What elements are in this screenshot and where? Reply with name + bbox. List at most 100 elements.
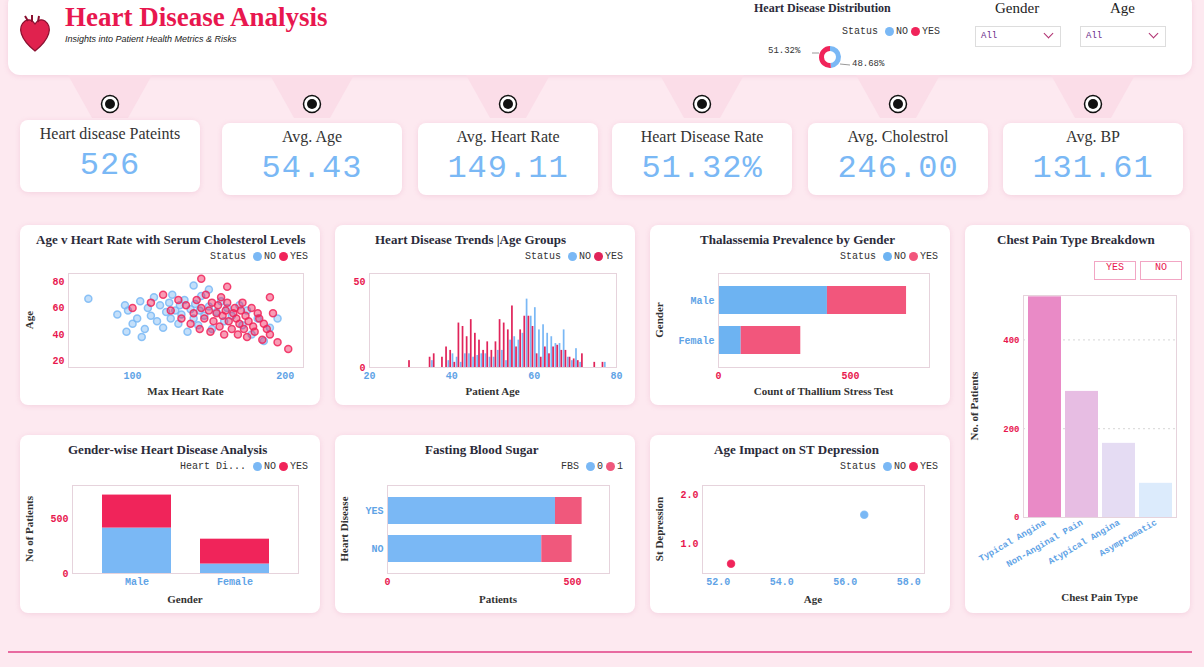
html-text:Chest Pain Type: Chest Pain Type [1061, 591, 1138, 603]
html-text:54.43: 54.43 [261, 150, 363, 187]
svg-text:400: 400 [1003, 336, 1019, 346]
svg-text:100: 100 [124, 371, 142, 382]
svg-text:200: 200 [276, 371, 294, 382]
svg-text:200: 200 [1003, 425, 1019, 435]
html-text:Status: Status [840, 251, 876, 262]
html-text:YES: YES [920, 461, 938, 472]
html-text:Status: Status [842, 26, 878, 37]
html-text:No. of Patients: No. of Patients [968, 371, 980, 441]
html-text:Avg. BP: Avg. BP [1066, 128, 1120, 145]
html-text:Status: Status [840, 461, 876, 472]
html-text:YES: YES [1106, 262, 1124, 273]
html-text:NO: NO [264, 461, 276, 472]
html-text:51.32%: 51.32% [641, 150, 763, 187]
html-text:NO: NO [894, 461, 906, 472]
html-text:NO: NO [264, 251, 276, 262]
html-text:Count of Thallium Stress Test: Count of Thallium Stress Test [753, 385, 894, 397]
svg-text:40: 40 [446, 371, 458, 382]
svg-text:0: 0 [384, 577, 390, 588]
html-text:51.32%: 51.32% [768, 46, 801, 56]
html-text:Age v Heart Rate with Serum Ch: Age v Heart Rate with Serum Cholesterol … [36, 232, 306, 247]
svg-text:NO: NO [371, 544, 383, 555]
svg-text:60: 60 [528, 371, 540, 382]
svg-text:56.0: 56.0 [833, 577, 857, 588]
html-text:526: 526 [79, 147, 141, 184]
svg-text:Atypical Angina: Atypical Angina [1046, 517, 1122, 568]
svg-text:1.0: 1.0 [680, 539, 698, 550]
html-text:Avg. Cholestrol: Avg. Cholestrol [847, 128, 949, 145]
html-text:Gender: Gender [167, 593, 203, 605]
html-text:YES: YES [922, 26, 940, 37]
html-text:Fasting Blood Sugar: Fasting Blood Sugar [425, 442, 539, 457]
svg-text:Female: Female [217, 577, 253, 588]
html-text:NO: NO [1155, 262, 1167, 273]
html-text:Gender-wise Heart Disease Anal: Gender-wise Heart Disease Analysis [68, 442, 268, 457]
html-text:Age Impact on ST Depression: Age Impact on ST Depression [714, 442, 879, 457]
svg-text:20: 20 [363, 370, 376, 382]
html-text:Chest Pain Type Breakdown: Chest Pain Type Breakdown [997, 232, 1155, 247]
svg-text:Male: Male [125, 577, 149, 588]
svg-text:52.0: 52.0 [706, 577, 730, 588]
html-text:YES: YES [290, 251, 308, 262]
html-text:246.00: 246.00 [837, 150, 959, 187]
html-text:Heart Disease: Heart Disease [338, 496, 350, 562]
svg-text:0: 0 [359, 363, 365, 374]
html-text:Avg. Heart Rate: Avg. Heart Rate [456, 128, 560, 145]
svg-text:500: 500 [563, 577, 581, 588]
svg-text:Non-Anginal Pain: Non-Anginal Pain [1005, 517, 1085, 570]
svg-text:20: 20 [52, 356, 64, 367]
html-text:NO: NO [894, 251, 906, 262]
svg-text:Asymptomatic: Asymptomatic [1098, 518, 1159, 559]
svg-text:0: 0 [715, 371, 721, 382]
svg-text:Female: Female [678, 336, 714, 347]
html-text:Heart Disease Rate: Heart Disease Rate [640, 128, 764, 145]
html-text:YES: YES [605, 251, 623, 262]
html-text:YES: YES [920, 251, 938, 262]
html-text:FBS: FBS [561, 461, 579, 472]
html-text:Age: Age [1110, 0, 1135, 16]
svg-text:500: 500 [50, 514, 68, 525]
html-text:Heart Disease Distribution: Heart Disease Distribution [754, 1, 891, 15]
html-text:Gender: Gender [653, 302, 665, 338]
html-text:Age: Age [23, 310, 35, 330]
svg-text:50: 50 [353, 277, 365, 288]
svg-text:Male: Male [690, 296, 714, 307]
html-text:149.11: 149.11 [447, 150, 569, 187]
svg-text:60: 60 [52, 303, 64, 314]
svg-text:500: 500 [841, 371, 859, 382]
html-text:Patient Age: Patient Age [465, 385, 520, 397]
html-text:No of Patients: No of Patients [23, 496, 35, 562]
html-text:Heart disease Pateints: Heart disease Pateints [39, 125, 181, 142]
html-text:Age: Age [803, 593, 823, 605]
html-text:NO: NO [896, 26, 908, 37]
html-text:Insights into Patient Health M: Insights into Patient Health Metrics & R… [65, 34, 237, 44]
html-text:NO: NO [579, 251, 591, 262]
html-text:Avg. Age: Avg. Age [281, 128, 343, 145]
svg-text:2.0: 2.0 [680, 490, 698, 501]
html-text:YES: YES [290, 461, 308, 472]
svg-text:58.0: 58.0 [897, 577, 921, 588]
html-text:All: All [981, 31, 998, 41]
svg-text:0: 0 [1014, 513, 1019, 523]
svg-text:Typical Angina: Typical Angina [977, 517, 1048, 565]
html-text:Thalassemia Prevalence by Gend: Thalassemia Prevalence by Gender [700, 232, 896, 247]
html-text:131.61: 131.61 [1032, 150, 1154, 187]
svg-text:YES: YES [365, 506, 383, 517]
html-text:Gender: Gender [995, 0, 1040, 16]
svg-text:54.0: 54.0 [770, 577, 794, 588]
html-text:Heart Di...: Heart Di... [180, 461, 246, 472]
svg-text:80: 80 [52, 277, 64, 288]
html-text:48.68%: 48.68% [852, 59, 885, 69]
svg-text:80: 80 [610, 371, 622, 382]
svg-text:0: 0 [62, 569, 68, 580]
html-text:Max Heart Rate: Max Heart Rate [147, 385, 224, 397]
html-text:Status: Status [210, 251, 246, 262]
svg-text:40: 40 [52, 330, 64, 341]
html-text:0: 0 [597, 461, 603, 472]
html-text:Heart Disease Analysis: Heart Disease Analysis [65, 2, 328, 32]
html-text:All: All [1086, 31, 1103, 41]
html-text:St Depression: St Depression [653, 496, 665, 562]
html-text:Status: Status [525, 251, 561, 262]
html-text:Patients: Patients [479, 593, 517, 605]
html-text:Heart Disease Trends |Age Grou: Heart Disease Trends |Age Groups [375, 232, 567, 247]
